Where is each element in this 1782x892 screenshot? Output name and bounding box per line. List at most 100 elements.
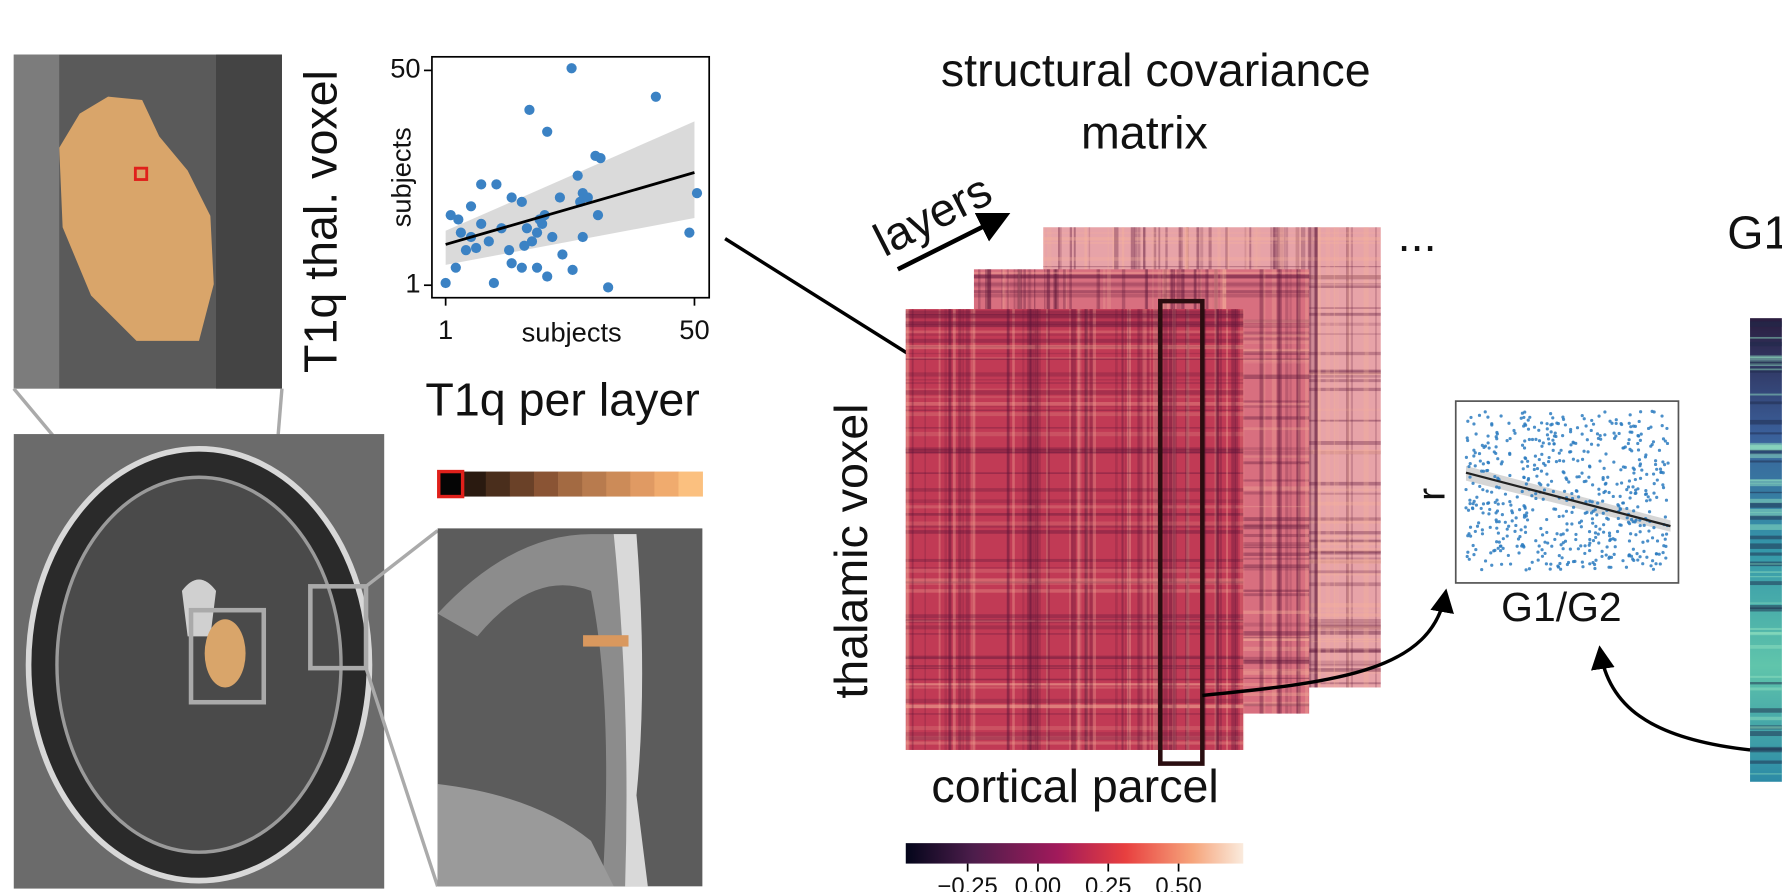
texture-dot xyxy=(1586,450,1589,453)
matrix-texture xyxy=(906,713,1243,714)
texture-dot xyxy=(1629,532,1632,535)
texture-dot xyxy=(1583,544,1586,547)
texture-dot xyxy=(1565,478,1568,481)
matrix-texture xyxy=(1231,309,1235,750)
texture-dot xyxy=(1522,504,1525,507)
texture-dot xyxy=(1636,505,1639,508)
texture-dot xyxy=(1569,548,1572,551)
texture-dot xyxy=(1565,522,1568,525)
texture-dot xyxy=(1524,424,1527,427)
texture-dot xyxy=(1545,562,1548,565)
texture-dot xyxy=(1661,483,1664,486)
point xyxy=(461,245,471,255)
texture-dot xyxy=(1552,442,1555,445)
axis-label: G1/G2 xyxy=(1501,584,1621,630)
gradient-texture xyxy=(1750,571,1782,573)
texture-dot xyxy=(1509,562,1512,565)
texture-dot xyxy=(1604,452,1607,455)
texture-dot xyxy=(1632,425,1635,428)
texture-dot xyxy=(1475,496,1478,499)
texture-dot xyxy=(1588,549,1591,552)
matrix-texture xyxy=(906,406,1243,407)
texture-dot xyxy=(1497,547,1500,550)
matrix-texture xyxy=(1226,309,1228,750)
texture-dot xyxy=(1464,506,1467,509)
matrix-texture xyxy=(906,699,1243,703)
matrix-texture xyxy=(1347,227,1351,687)
texture-dot xyxy=(1615,422,1618,425)
gradient-texture xyxy=(1750,503,1782,508)
gradient-texture xyxy=(1750,460,1782,462)
texture-dot xyxy=(1511,519,1514,522)
texture-dot xyxy=(1585,511,1588,514)
texture-dot xyxy=(1634,533,1637,536)
texture-dot xyxy=(1625,507,1628,510)
texture-dot xyxy=(1495,445,1498,448)
texture-dot xyxy=(1645,499,1648,502)
texture-dot xyxy=(1662,486,1665,489)
texture-dot xyxy=(1466,439,1469,442)
texture-dot xyxy=(1540,445,1543,448)
texture-dot xyxy=(1601,500,1604,503)
texture-dot xyxy=(1475,432,1478,435)
texture-dot xyxy=(1576,426,1579,429)
texture-dot xyxy=(1570,492,1573,495)
arrow xyxy=(1600,650,1750,750)
gradient-texture xyxy=(1750,552,1782,555)
matrix-texture xyxy=(1006,309,1009,750)
texture-dot xyxy=(1488,508,1491,511)
texture-dot xyxy=(1502,547,1505,550)
texture-dot xyxy=(1520,528,1523,531)
texture-dot xyxy=(1554,508,1557,511)
matrix-texture xyxy=(1043,242,1380,244)
texture-dot xyxy=(1514,524,1517,527)
matrix-texture xyxy=(971,309,974,750)
texture-dot xyxy=(1580,472,1583,475)
texture-dot xyxy=(1538,458,1541,461)
matrices xyxy=(906,227,1381,750)
texture-dot xyxy=(1530,494,1533,497)
panel-title: T1q per layer xyxy=(425,374,699,426)
texture-dot xyxy=(1586,438,1589,441)
texture-dot xyxy=(1562,471,1565,474)
texture-dot xyxy=(1468,499,1471,502)
texture-dot xyxy=(1543,552,1546,555)
texture-dot xyxy=(1597,488,1600,491)
point xyxy=(504,245,514,255)
texture-dot xyxy=(1521,490,1524,493)
texture-dot xyxy=(1661,551,1664,554)
matrix-texture xyxy=(1122,309,1124,750)
texture-dot xyxy=(1523,439,1526,442)
texture-dot xyxy=(1520,460,1523,463)
matrix-texture xyxy=(906,732,1243,736)
texture-dot xyxy=(1602,523,1605,526)
point xyxy=(603,282,613,292)
texture-dot xyxy=(1577,547,1580,550)
gradient-texture xyxy=(1750,321,1782,326)
texture-dot xyxy=(1489,551,1492,554)
texture-dot xyxy=(1590,419,1593,422)
texture-dot xyxy=(1486,434,1489,437)
texture-dot xyxy=(1588,544,1591,547)
texture-dot xyxy=(1528,438,1531,441)
matrix-texture xyxy=(906,619,1243,620)
texture-dot xyxy=(1468,502,1471,505)
layer-strip xyxy=(438,472,703,497)
texture-dot xyxy=(1504,493,1507,496)
texture-dot xyxy=(1490,564,1493,567)
texture-dot xyxy=(1476,525,1479,528)
matrix-texture xyxy=(1085,309,1088,750)
texture-dot xyxy=(1545,472,1548,475)
texture-dot xyxy=(1562,547,1565,550)
gradient-texture xyxy=(1750,676,1782,678)
gradient-texture xyxy=(1750,516,1782,520)
texture-dot xyxy=(1599,438,1602,441)
matrix-texture xyxy=(1240,309,1245,750)
gradient-texture xyxy=(1750,731,1782,736)
texture-dot xyxy=(1481,488,1484,491)
texture-dot xyxy=(1557,422,1560,425)
texture-dot xyxy=(1544,464,1547,467)
texture-dot xyxy=(1613,437,1616,440)
gradient-texture xyxy=(1750,369,1782,371)
matrix-texture xyxy=(906,321,1243,325)
